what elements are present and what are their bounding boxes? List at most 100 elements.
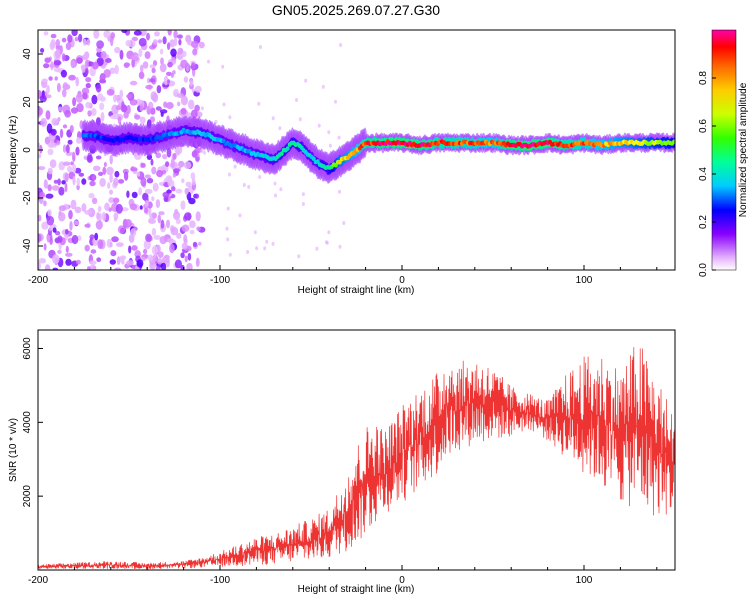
heatmap-cell <box>321 84 325 89</box>
heatmap-cell <box>49 236 53 245</box>
heatmap-cell <box>72 97 77 107</box>
snr-series <box>38 347 675 570</box>
heatmap-cell <box>87 110 92 117</box>
heatmap-cell <box>113 94 117 103</box>
heatmap-cell <box>62 124 68 129</box>
heatmap-cell <box>142 61 149 69</box>
heatmap-cell <box>51 185 60 191</box>
heatmap-cell <box>70 107 79 114</box>
heatmap-cell <box>84 223 91 228</box>
heatmap-cell <box>304 78 308 83</box>
snr-x-label: Height of straight line (km) <box>298 584 415 595</box>
heatmap-cell <box>91 108 97 116</box>
spectrogram-y-label: Frequency (Hz) <box>8 116 19 185</box>
heatmap-cell <box>183 234 188 243</box>
heatmap-cell <box>170 157 175 168</box>
heatmap-cell <box>98 171 104 176</box>
heatmap-cell <box>195 211 201 222</box>
heatmap-cell <box>110 114 118 120</box>
heatmap-cell <box>140 176 147 187</box>
heatmap-cell <box>100 111 105 122</box>
heatmap-cell <box>173 168 180 174</box>
heatmap-cell <box>185 181 192 188</box>
heatmap-cell <box>67 165 73 173</box>
heatmap-cell <box>76 177 81 187</box>
heatmap-cell <box>65 258 72 266</box>
heatmap-cell <box>95 220 103 230</box>
heatmap-cell <box>166 71 172 76</box>
heatmap-cell <box>149 64 156 69</box>
heatmap-cell <box>162 36 167 45</box>
heatmap-cell <box>85 83 92 89</box>
heatmap-cell <box>74 167 82 174</box>
heatmap-cell <box>70 161 74 166</box>
heatmap-cell <box>301 192 305 197</box>
x-tick-label: -200 <box>28 575 48 586</box>
heatmap-cell <box>285 146 290 151</box>
heatmap-cell <box>92 61 99 70</box>
heatmap-cell <box>147 254 154 261</box>
heatmap-cell <box>265 239 269 244</box>
heatmap-cell <box>43 179 48 189</box>
heatmap-cell <box>114 64 119 75</box>
heatmap-cell <box>337 135 341 140</box>
heatmap-cell <box>139 64 144 73</box>
heatmap-cell <box>162 83 170 88</box>
heatmap-cell <box>155 199 161 209</box>
x-tick-label: -100 <box>210 575 230 586</box>
heatmap-cell <box>339 43 343 47</box>
heatmap-cell <box>327 230 331 235</box>
colorbar-label: Normalized spectral amplitude <box>738 82 749 217</box>
heatmap-cell <box>133 30 142 36</box>
heatmap-cell <box>192 48 198 56</box>
heatmap-cell <box>163 101 168 108</box>
heatmap-cell <box>125 260 134 266</box>
heatmap-cell <box>95 84 102 93</box>
heatmap-cell <box>48 76 53 81</box>
heatmap-cell <box>71 30 78 37</box>
heatmap-cell <box>96 40 104 49</box>
heatmap-cell <box>95 155 102 160</box>
heatmap-cell <box>65 144 70 154</box>
heatmap-cell <box>91 174 97 181</box>
heatmap-cell <box>233 164 237 169</box>
heatmap-cell <box>183 161 192 169</box>
y-tick-label: 4000 <box>22 411 33 434</box>
heatmap-cell <box>187 252 192 261</box>
colorbar-ticks: 0.0 0.2 0.4 0.6 0.8 <box>698 71 716 277</box>
heatmap-cell <box>150 107 156 115</box>
heatmap-cell <box>114 267 122 270</box>
heatmap-cell <box>116 256 121 265</box>
heatmap-cell <box>128 245 132 254</box>
heatmap-cell <box>166 189 172 194</box>
heatmap-cell <box>315 246 319 251</box>
heatmap-cell <box>157 214 162 224</box>
heatmap-cell <box>50 128 57 136</box>
heatmap-cell <box>57 117 61 122</box>
heatmap-cell <box>45 94 52 99</box>
heatmap-cell <box>149 116 155 123</box>
heatmap-cell <box>246 250 250 254</box>
heatmap-cell <box>119 227 125 234</box>
heatmap-cell <box>154 31 160 37</box>
heatmap-cell <box>44 57 51 64</box>
heatmap-cell <box>61 53 66 62</box>
heatmap-cell <box>317 123 321 128</box>
heatmap-cell <box>151 67 156 74</box>
heatmap-cell <box>156 85 162 94</box>
heatmap-cell <box>144 174 151 179</box>
x-tick-label: 100 <box>576 575 593 586</box>
heatmap-cell <box>672 139 675 144</box>
heatmap-cell <box>39 191 45 199</box>
heatmap-cell <box>200 149 204 153</box>
heatmap-cell <box>157 258 163 265</box>
heatmap-cell <box>180 59 188 69</box>
x-tick-label: -200 <box>28 275 48 286</box>
heatmap-cell <box>124 219 132 228</box>
heatmap-cell <box>130 228 137 237</box>
heatmap-cell <box>167 30 172 36</box>
heatmap-cell <box>176 232 182 239</box>
heatmap-cell <box>130 55 138 60</box>
heatmap-cell <box>153 39 158 45</box>
heatmap-cell <box>325 240 329 245</box>
